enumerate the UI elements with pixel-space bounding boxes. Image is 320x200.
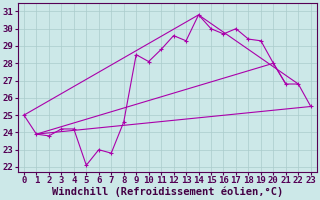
X-axis label: Windchill (Refroidissement éolien,°C): Windchill (Refroidissement éolien,°C) — [52, 187, 283, 197]
